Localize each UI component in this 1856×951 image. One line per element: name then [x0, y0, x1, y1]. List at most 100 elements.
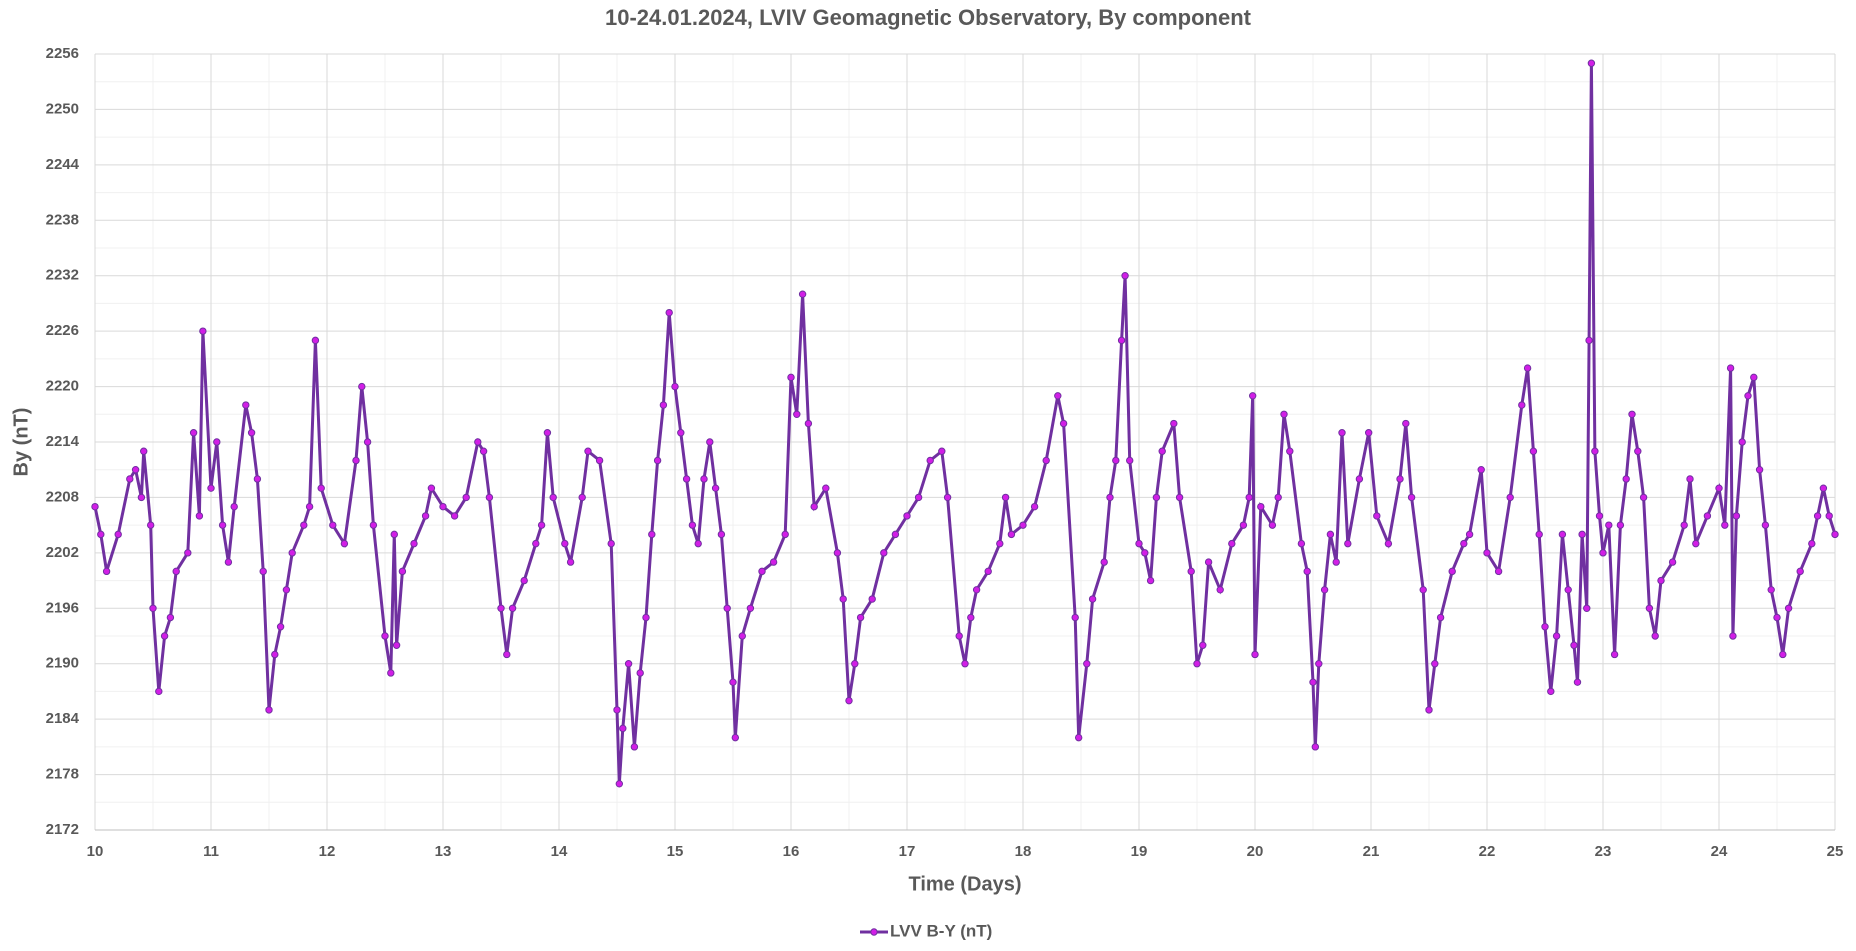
data-point: [1158, 447, 1166, 455]
data-point: [276, 623, 285, 631]
y-tick-label: 2256: [46, 45, 79, 62]
data-point: [1825, 512, 1833, 520]
data-point: [1558, 530, 1567, 539]
data-point: [665, 308, 673, 317]
data-point: [833, 549, 842, 557]
data-point: [1732, 512, 1741, 520]
data-point: [329, 521, 337, 529]
y-tick-label: 2208: [46, 488, 79, 505]
data-point: [1460, 539, 1468, 548]
data-point: [653, 456, 662, 465]
data-point: [1280, 410, 1288, 418]
x-tick-label: 14: [551, 843, 568, 860]
data-point: [822, 484, 830, 492]
legend-marker: [870, 928, 878, 936]
data-point: [1309, 678, 1317, 686]
data-point: [1831, 530, 1839, 539]
data-point: [1204, 558, 1213, 566]
x-tick-label: 20: [1247, 843, 1264, 860]
data-point: [578, 493, 586, 502]
data-point: [1610, 650, 1619, 659]
data-point: [938, 447, 946, 455]
y-tick-label: 2226: [46, 322, 79, 339]
legend: LVV B-Y (nT): [860, 921, 992, 940]
data-point: [1738, 438, 1746, 446]
data-point: [189, 429, 198, 437]
y-tick-label: 2232: [46, 267, 79, 284]
plot-area: [91, 59, 1839, 788]
data-point: [140, 447, 148, 455]
data-point: [671, 382, 679, 391]
y-tick-label: 2214: [46, 433, 80, 450]
data-point: [427, 484, 436, 492]
data-point: [1591, 447, 1599, 455]
data-point: [1773, 613, 1781, 622]
data-point: [1668, 558, 1677, 566]
data-point: [1175, 493, 1184, 502]
data-point: [149, 604, 157, 612]
data-point: [1355, 475, 1364, 483]
data-point: [1239, 521, 1248, 529]
data-point: [659, 401, 668, 409]
data-point: [1680, 521, 1688, 529]
data-point: [462, 493, 470, 502]
data-point: [1570, 641, 1578, 649]
data-point: [1083, 660, 1091, 668]
data-point: [642, 613, 650, 622]
data-point: [1605, 521, 1613, 529]
data-point: [317, 484, 325, 492]
data-point: [369, 521, 378, 529]
y-tick-label: 2184: [46, 710, 80, 727]
data-point: [1257, 502, 1265, 511]
data-point: [903, 512, 911, 520]
data-point: [172, 567, 180, 576]
data-point: [1121, 272, 1129, 280]
data-point: [184, 549, 192, 557]
data-point: [305, 502, 314, 511]
data-point: [891, 530, 900, 539]
data-point: [793, 410, 801, 418]
data-point: [914, 493, 923, 502]
data-point: [410, 539, 418, 548]
data-point: [880, 549, 888, 557]
data-point: [1228, 539, 1236, 548]
x-tick-label: 21: [1363, 843, 1380, 860]
x-tick-label: 15: [667, 843, 684, 860]
data-point: [798, 290, 807, 298]
x-tick-label: 11: [203, 843, 219, 860]
data-point: [450, 512, 459, 520]
data-point: [1315, 660, 1323, 668]
data-point: [1286, 447, 1294, 455]
data-point: [1448, 567, 1456, 576]
data-point: [1529, 447, 1538, 455]
data-point: [1152, 493, 1161, 502]
data-point: [717, 530, 726, 539]
axes: 10 11 12 13 14 15 16 17 18 19 20 21 22 23 24 25 2172 2178…: [46, 45, 1844, 860]
data-point: [615, 780, 624, 788]
data-point: [1518, 401, 1526, 409]
x-axis-label: Time (Days): [908, 873, 1021, 895]
data-point: [1761, 521, 1770, 529]
y-tick-label: 2172: [46, 821, 79, 838]
x-tick-label: 12: [319, 843, 336, 860]
data-point: [1311, 743, 1320, 751]
data-point: [706, 438, 714, 446]
data-point: [561, 539, 569, 548]
data-point: [1692, 539, 1700, 548]
data-point: [584, 447, 592, 455]
data-point: [1059, 419, 1068, 428]
y-tick-label: 2238: [46, 211, 79, 228]
data-point: [729, 678, 737, 686]
data-point: [421, 512, 430, 520]
data-point: [195, 512, 204, 520]
data-point: [1436, 613, 1445, 622]
data-point: [126, 475, 134, 483]
data-point: [503, 650, 511, 659]
data-point: [537, 521, 546, 529]
data-point: [224, 558, 233, 566]
data-point: [1338, 429, 1346, 437]
data-point: [1494, 567, 1503, 576]
data-point: [711, 484, 720, 492]
x-tick-label: 18: [1015, 843, 1032, 860]
data-point: [996, 539, 1004, 548]
